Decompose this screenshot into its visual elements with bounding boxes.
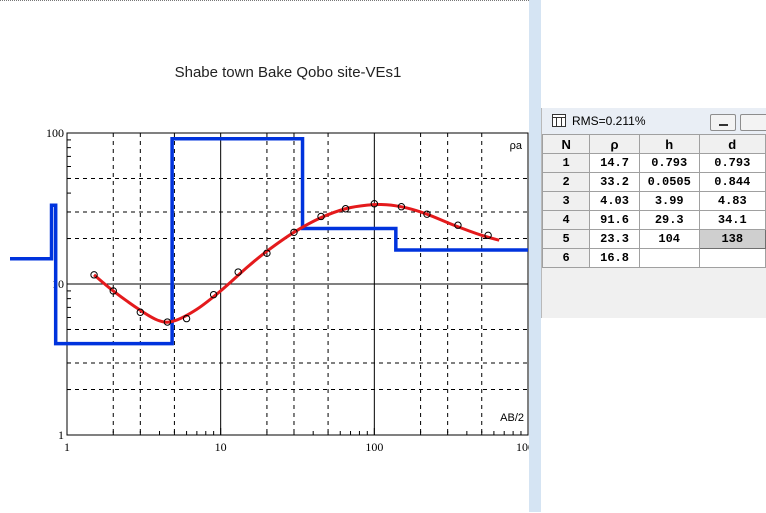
depth-cell[interactable]: 34.1 <box>698 210 766 230</box>
observed-point <box>341 205 350 213</box>
resistivity-cell[interactable]: 4.03 <box>589 191 640 211</box>
depth-cell[interactable]: 4.83 <box>698 191 766 211</box>
observed-point <box>370 200 379 208</box>
observed-point <box>454 221 462 229</box>
resistivity-cell[interactable]: 33.2 <box>589 172 640 192</box>
observed-point <box>209 290 218 299</box>
depth-cell-selected[interactable]: 138 <box>698 229 766 249</box>
model-step-line <box>10 137 528 346</box>
observed-point <box>182 314 191 323</box>
observed-point <box>397 203 406 211</box>
window-edge-strip <box>529 0 541 512</box>
table-row[interactable]: 2 33.2 0.0505 0.844 <box>542 172 766 192</box>
depth-cell[interactable] <box>698 248 766 268</box>
thickness-cell[interactable]: 0.793 <box>638 153 700 173</box>
x-tick-label: 10 <box>215 440 227 454</box>
observed-point <box>163 318 172 326</box>
observed-point <box>263 249 271 257</box>
table-row[interactable]: 1 14.7 0.793 0.793 <box>542 153 766 173</box>
observed-point <box>484 231 492 240</box>
maximize-button[interactable] <box>740 114 766 131</box>
observed-point <box>109 287 117 295</box>
chart-title: Shabe town Bake Qobo site-VEs1 <box>175 64 402 81</box>
thickness-cell[interactable]: 29.3 <box>638 210 700 230</box>
calculated-curve <box>93 202 500 324</box>
thickness-cell[interactable]: 0.0505 <box>638 172 700 192</box>
y-axis-label: ρa <box>510 140 523 152</box>
table-row[interactable]: 3 4.03 3.99 4.83 <box>542 191 766 211</box>
depth-cell[interactable]: 0.844 <box>698 172 766 192</box>
y-tick-label: 100 <box>46 126 64 140</box>
model-table-window[interactable]: RMS=0.211% N ρ h d 1 14.7 0.793 0.793 2 <box>541 108 766 318</box>
y-tick-label: 1 <box>58 428 64 442</box>
resistivity-cell[interactable]: 91.6 <box>589 210 640 230</box>
grid-lines <box>67 133 528 435</box>
thickness-cell[interactable]: 3.99 <box>638 191 700 211</box>
table-window-titlebar[interactable]: RMS=0.211% <box>542 108 766 134</box>
observed-point <box>317 212 325 221</box>
layer-number-cell[interactable]: 4 <box>542 210 591 230</box>
table-row[interactable]: 4 91.6 29.3 34.1 <box>542 210 766 230</box>
y-tick-label: 10 <box>52 277 64 291</box>
layer-number-cell[interactable]: 3 <box>542 191 591 211</box>
column-header-n[interactable]: N <box>542 134 591 154</box>
observed-point <box>90 271 98 279</box>
minimize-button[interactable] <box>710 114 736 131</box>
observed-points <box>90 200 492 326</box>
resistivity-cell[interactable]: 16.8 <box>589 248 640 268</box>
sounding-plot: Shabe town Bake Qobo site-VEs1 1 10 100 100… <box>10 64 540 454</box>
layer-number-cell[interactable]: 2 <box>542 172 591 192</box>
depth-cell[interactable]: 0.793 <box>698 153 766 173</box>
layer-number-cell[interactable]: 6 <box>542 248 591 268</box>
chart-window: Shabe town Bake Qobo site-VEs1 1 10 100 100… <box>0 0 541 512</box>
observed-point <box>234 268 242 276</box>
layer-number-cell[interactable]: 5 <box>542 229 591 249</box>
x-tick-label: 1 <box>64 440 70 454</box>
table-row[interactable]: 5 23.3 104 138 <box>542 229 766 249</box>
resistivity-cell[interactable]: 23.3 <box>589 229 640 249</box>
layer-model-line <box>10 137 528 346</box>
column-header-rho[interactable]: ρ <box>589 134 640 154</box>
table-icon <box>552 114 566 127</box>
observed-point <box>290 228 298 236</box>
table-row[interactable]: 6 16.8 <box>542 248 766 268</box>
table-header-row: N ρ h d <box>542 134 766 154</box>
calculated-curve-line <box>93 202 500 324</box>
x-tick-label: 100 <box>365 440 383 454</box>
observed-point <box>423 210 431 218</box>
column-header-d[interactable]: d <box>698 134 766 154</box>
observed-point <box>136 308 145 316</box>
thickness-cell[interactable]: 104 <box>638 229 700 249</box>
table-window-title: RMS=0.211% <box>572 114 646 128</box>
x-axis-label: AB/2 <box>500 412 524 424</box>
layer-parameters-table[interactable]: N ρ h d 1 14.7 0.793 0.793 2 33.2 0.0505… <box>542 134 766 268</box>
thickness-cell[interactable] <box>638 248 700 268</box>
column-header-h[interactable]: h <box>638 134 700 154</box>
layer-number-cell[interactable]: 1 <box>542 153 591 173</box>
resistivity-cell[interactable]: 14.7 <box>589 153 640 173</box>
axis-ticks <box>66 139 522 436</box>
